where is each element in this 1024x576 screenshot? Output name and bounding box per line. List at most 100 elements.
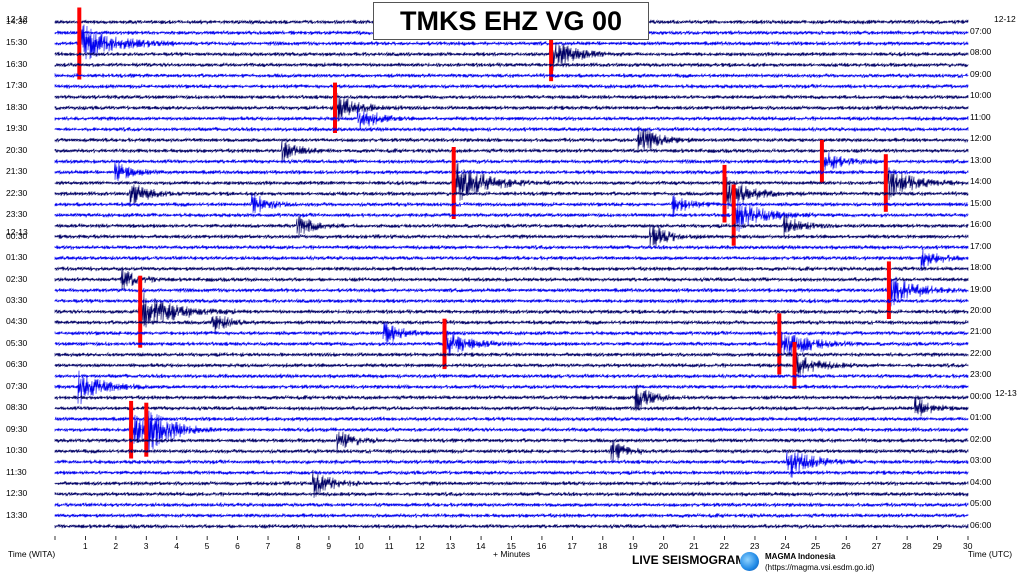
minute-tick-label: 28	[902, 541, 912, 551]
trace-line	[54, 248, 969, 271]
clip-marker	[77, 7, 82, 80]
trace-line	[54, 126, 969, 153]
x-axis-ticks	[54, 536, 969, 540]
minute-tick-label: 4	[174, 541, 179, 551]
minute-tick-label: 5	[204, 541, 210, 551]
trace-line	[54, 266, 969, 272]
right-time-label: 23:00	[970, 369, 992, 380]
minute-tick-label: 26	[841, 541, 851, 551]
trace-line	[54, 176, 969, 210]
trace-line	[54, 351, 969, 358]
trace-line	[54, 92, 969, 122]
left-time-label: 19:30	[6, 123, 28, 134]
right-time-label: 22:00	[970, 347, 992, 358]
station-title: TMKS EHZ VG 00	[373, 2, 649, 40]
trace-line	[54, 352, 969, 378]
trace-line	[54, 192, 969, 217]
trace-line	[54, 502, 969, 508]
minute-tick-label: 18	[597, 541, 608, 551]
minute-tick-label: 13	[445, 541, 456, 551]
clip-marker	[451, 147, 456, 219]
minute-tick-label: 30	[963, 541, 973, 551]
minute-tick-label: 1	[82, 541, 88, 551]
trace-line	[54, 491, 969, 498]
minute-tick-label: 3	[143, 541, 149, 551]
trace-line	[54, 450, 969, 478]
left-time-label: 11:30	[6, 466, 27, 477]
trace-line	[54, 373, 969, 379]
left-time-label: 17:30	[6, 80, 28, 91]
trace-line	[54, 321, 969, 344]
minute-tick-label: 20	[658, 541, 669, 551]
trace-line	[54, 469, 969, 476]
right-time-label: 03:00	[970, 455, 992, 466]
clip-marker	[333, 82, 337, 133]
minute-tick-label: 19	[628, 541, 638, 551]
trace-line	[54, 152, 969, 171]
clip-marker	[777, 313, 782, 375]
left-time-label: 13:30	[6, 509, 28, 520]
clip-marker	[129, 400, 134, 459]
minute-tick-label: 2	[113, 541, 119, 551]
right-time-label: 13:00	[970, 154, 992, 165]
clip-marker	[442, 318, 447, 370]
magma-logo-icon	[740, 552, 759, 571]
trace-line	[54, 315, 969, 334]
left-time-label: 16:30	[6, 58, 28, 69]
right-time-label: 02:00	[970, 433, 992, 444]
trace-line	[54, 106, 969, 131]
clip-marker	[144, 402, 149, 457]
left-axis-caption: Time (WITA)	[8, 549, 56, 559]
right-date-top: 12-12	[994, 14, 1016, 24]
minute-tick-label: 10	[354, 541, 364, 551]
minute-tick-label: 16	[536, 541, 547, 551]
left-time-label: 10:30	[6, 445, 28, 456]
right-time-label: 10:00	[970, 90, 992, 101]
minute-tick-label: 15	[506, 541, 516, 551]
minute-tick-label: 12	[415, 541, 425, 551]
left-time-label: 08:30	[6, 402, 28, 413]
trace-line	[54, 298, 969, 304]
minute-tick-label: 8	[295, 541, 301, 551]
trace-line	[54, 62, 969, 68]
right-time-label: 16:00	[970, 219, 992, 230]
trace-line	[54, 395, 969, 417]
right-time-label: 20:00	[970, 304, 992, 315]
trace-line	[54, 469, 969, 498]
left-time-label: 23:30	[6, 209, 28, 220]
right-time-label: 00:00	[970, 390, 992, 401]
left-time-label: 12:30	[6, 488, 28, 499]
minute-tick-label: 27	[871, 541, 882, 551]
trace-line	[54, 292, 969, 328]
trace-line	[54, 72, 969, 79]
clip-marker	[886, 261, 891, 319]
right-time-label: 18:00	[970, 262, 992, 273]
right-time-label: 06:00	[970, 519, 992, 530]
trace-line	[54, 94, 969, 101]
minute-tick-label: 7	[265, 541, 271, 551]
trace-line	[54, 416, 969, 422]
trace-line	[54, 83, 969, 90]
left-time-label: 07:30	[6, 380, 28, 391]
clip-marker	[722, 164, 727, 223]
trace-line	[54, 384, 969, 412]
trace-line	[54, 431, 969, 454]
trace-line	[54, 139, 969, 164]
right-time-label: 19:00	[970, 283, 992, 294]
right-time-label: 01:00	[970, 412, 992, 423]
minute-tick-label: 17	[567, 541, 577, 551]
left-time-label: 06:30	[6, 359, 28, 370]
right-time-label: 09:00	[970, 68, 992, 79]
minute-tick-label: 21	[689, 541, 699, 551]
right-date-mid: 12-13	[995, 388, 1017, 398]
trace-line	[54, 410, 969, 453]
footer-url[interactable]: (https://magma.vsi.esdm.go.id)	[765, 563, 875, 572]
clip-marker	[883, 154, 888, 212]
left-time-label: 05:30	[6, 337, 28, 348]
right-time-label: 05:00	[970, 498, 992, 509]
right-time-label: 07:00	[970, 26, 992, 36]
minute-tick-label: 24	[780, 541, 790, 551]
left-time-label: 14:30	[6, 16, 28, 26]
minute-tick-label: 6	[235, 541, 240, 551]
trace-line	[54, 512, 969, 519]
